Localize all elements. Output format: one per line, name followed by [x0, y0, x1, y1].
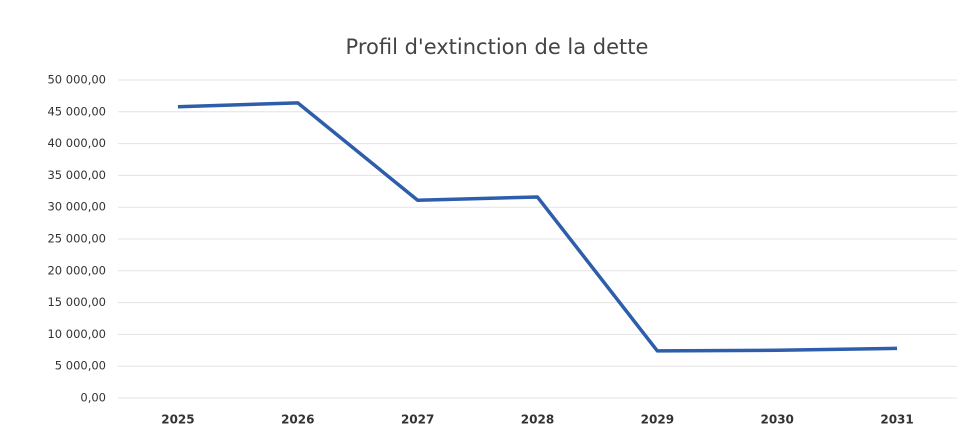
x-tick-label: 2025 — [161, 413, 194, 427]
y-tick-label: 10 000,00 — [47, 327, 106, 341]
y-tick-label: 45 000,00 — [47, 104, 106, 118]
x-tick-label: 2026 — [281, 413, 314, 427]
y-tick-label: 35 000,00 — [47, 168, 106, 182]
y-tick-label: 20 000,00 — [47, 263, 106, 277]
y-tick-label: 5 000,00 — [55, 359, 106, 373]
x-tick-label: 2029 — [641, 413, 674, 427]
y-tick-label: 15 000,00 — [47, 295, 106, 309]
data-line — [177, 101, 898, 353]
x-tick-label: 2031 — [880, 413, 913, 427]
y-tick-label: 30 000,00 — [47, 200, 106, 214]
y-tick-label: 40 000,00 — [47, 136, 106, 150]
y-tick-label: 50 000,00 — [47, 73, 106, 87]
x-tick-label: 2027 — [401, 413, 434, 427]
chart-title: Profil d'extinction de la dette — [346, 35, 649, 59]
y-tick-label: 0,00 — [80, 391, 106, 405]
x-tick-label: 2030 — [761, 413, 794, 427]
x-tick-label: 2028 — [521, 413, 554, 427]
y-tick-label: 25 000,00 — [47, 232, 106, 246]
